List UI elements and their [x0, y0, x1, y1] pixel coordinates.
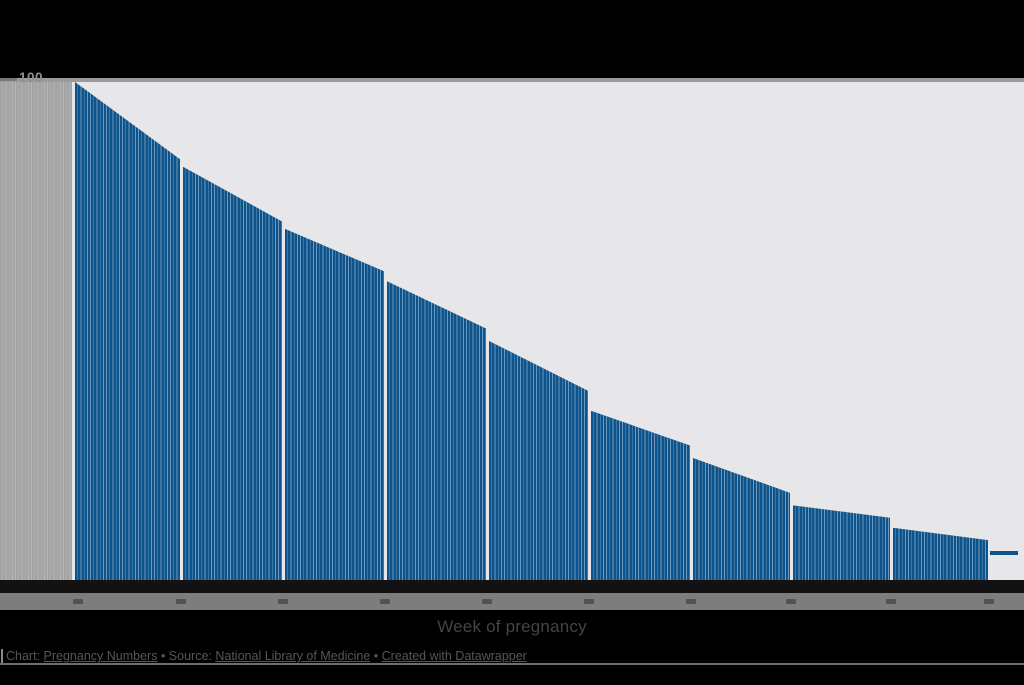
caption-chart-author-link[interactable]: Pregnancy Numbers — [43, 649, 158, 663]
caption-datawrapper-credit-link[interactable]: Created with Datawrapper — [381, 649, 527, 663]
caption-left-tick — [1, 649, 3, 665]
bar-group-block-6 — [591, 410, 690, 580]
bar-group-block-1 — [75, 82, 180, 580]
bar-group-block-2 — [183, 166, 282, 580]
x-axis-baseline — [0, 580, 1024, 593]
x-tick-label-smudge-3 — [278, 599, 288, 604]
y-axis-top-label: 100 — [19, 70, 44, 85]
x-tick-label-smudge-1 — [73, 599, 83, 604]
caption-source-prefix: Source: — [168, 649, 216, 663]
bar-group-reference-100pct — [0, 82, 72, 580]
bar-group-block-3 — [285, 228, 384, 580]
x-tick-label-smudge-6 — [584, 599, 594, 604]
caption-source-link[interactable]: National Library of Medicine — [215, 649, 371, 663]
x-tick-label-smudge-8 — [786, 599, 796, 604]
x-tick-label-smudge-7 — [686, 599, 696, 604]
caption-separator-2: • — [370, 649, 382, 663]
x-tick-label-smudge-5 — [482, 599, 492, 604]
caption-row: Chart: Pregnancy Numbers • Source: Natio… — [6, 649, 1018, 663]
footer-hairline — [0, 663, 1024, 665]
bar-group-block-4 — [387, 281, 486, 580]
bar-group-block-5 — [489, 341, 588, 580]
gridline-100 — [0, 78, 1024, 82]
bar-group-block-8 — [793, 505, 890, 580]
x-axis-label-band — [0, 593, 1024, 610]
x-tick-label-smudge-2 — [176, 599, 186, 604]
tail-line-segment — [990, 551, 1018, 555]
caption-separator-1: • — [157, 649, 169, 663]
x-tick-label-smudge-4 — [380, 599, 390, 604]
x-tick-label-smudge-10 — [984, 599, 994, 604]
caption-chart-prefix: Chart: — [6, 649, 44, 663]
y-axis-top-tick — [0, 78, 17, 81]
header-band — [0, 0, 1024, 78]
x-tick-label-smudge-9 — [886, 599, 896, 604]
bar-group-block-9 — [893, 527, 988, 580]
bar-group-block-7 — [693, 458, 790, 580]
plot-area — [0, 82, 1024, 580]
x-axis-title: Week of pregnancy — [437, 617, 587, 636]
